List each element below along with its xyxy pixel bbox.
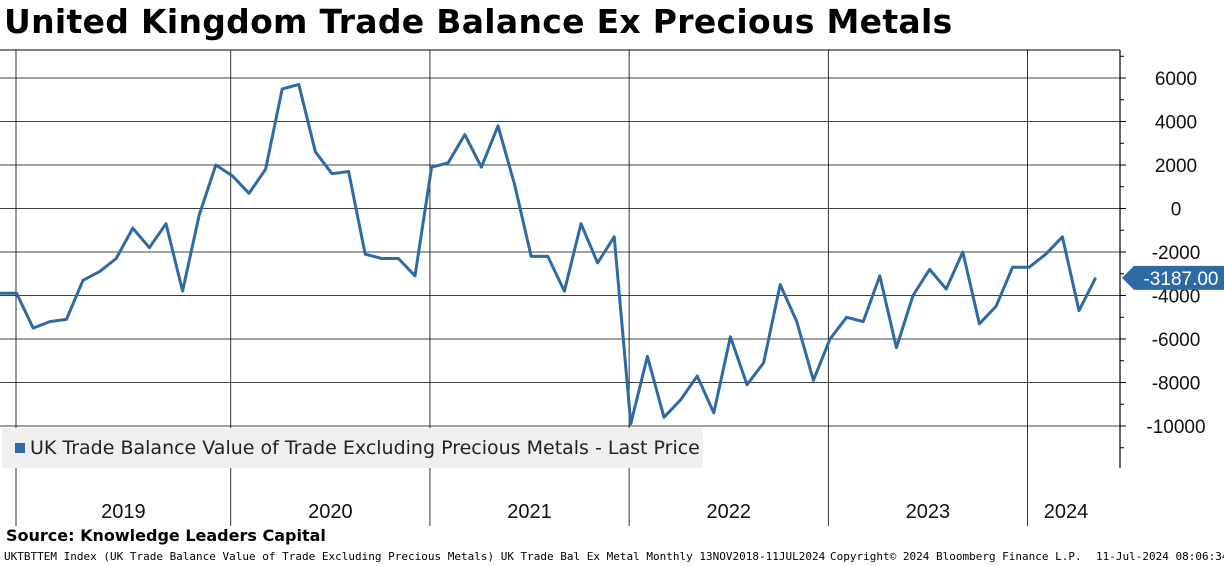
y-tick-label: 4000 (1155, 113, 1197, 134)
x-axis: 2019 2020 2021 2022 2023 2024 (101, 501, 1088, 523)
year-label: 2024 (1044, 501, 1089, 523)
legend: UK Trade Balance Value of Trade Excludin… (2, 428, 703, 468)
data-point (0, 292, 1, 294)
data-point (281, 88, 283, 90)
data-point (713, 412, 715, 414)
data-point (265, 168, 267, 170)
data-point (912, 294, 914, 297)
data-point (1078, 310, 1080, 312)
y-tick-label: 0 (1171, 200, 1182, 221)
footer-copyright: Copyright© 2024 Bloomberg Finance L.P. (830, 550, 1082, 563)
line-chart: 6000400020000-2000-4000-6000-8000-10000 … (0, 49, 1224, 526)
data-point (514, 184, 516, 186)
data-point (663, 416, 665, 418)
data-point (231, 175, 233, 177)
data-point (381, 257, 383, 260)
data-point (646, 355, 649, 357)
y-tick-label: 6000 (1155, 69, 1197, 90)
data-point (364, 253, 366, 255)
y-tick-label: 2000 (1155, 156, 1197, 177)
year-label: 2022 (706, 501, 751, 523)
data-point (945, 288, 947, 290)
data-point (248, 192, 250, 194)
year-label: 2020 (308, 501, 353, 523)
data-point (530, 255, 532, 257)
data-point (414, 275, 416, 277)
data-point (995, 305, 997, 307)
data-point (895, 347, 898, 349)
data-point (547, 255, 549, 257)
data-point (929, 268, 931, 270)
data-point (397, 257, 399, 260)
data-point (862, 321, 864, 323)
y-tick-label: -6000 (1152, 330, 1201, 351)
data-point (729, 336, 732, 338)
data-point (198, 214, 200, 216)
data-point (630, 423, 632, 425)
data-point (331, 173, 333, 175)
data-point (132, 227, 134, 229)
chart-title: United Kingdom Trade Balance Ex Precious… (4, 2, 953, 41)
y-tick-label: -4000 (1152, 287, 1201, 308)
data-point (846, 316, 848, 318)
data-point (1095, 277, 1097, 279)
data-point (1012, 266, 1014, 268)
last-value-badge (1122, 265, 1224, 290)
data-point (746, 384, 748, 386)
series-line (0, 83, 1097, 426)
y-tick-label: -8000 (1152, 374, 1201, 395)
data-point (680, 399, 682, 401)
data-point (613, 236, 615, 238)
data-point (1028, 266, 1030, 268)
year-label: 2019 (101, 501, 146, 523)
data-point (215, 164, 217, 166)
data-point (447, 162, 449, 164)
data-point (82, 279, 84, 281)
data-point (879, 275, 881, 277)
data-point (464, 134, 466, 136)
data-point (148, 247, 150, 249)
data-point (348, 170, 350, 173)
data-point (480, 166, 482, 168)
data-point (16, 292, 18, 294)
source-note: Source: Knowledge Leaders Capital (6, 526, 326, 545)
year-label: 2023 (906, 501, 951, 523)
data-point (32, 327, 34, 329)
data-point (115, 257, 117, 260)
data-point (1061, 236, 1063, 238)
y-tick-label: -2000 (1152, 243, 1201, 264)
data-point (829, 338, 831, 340)
data-point (812, 379, 815, 381)
data-point (49, 321, 51, 323)
data-point (563, 290, 566, 292)
data-point (314, 151, 316, 153)
footer-description: UKTBTTEM Index (UK Trade Balance Value o… (4, 550, 826, 563)
data-point (962, 251, 964, 253)
data-point (1045, 253, 1047, 255)
data-point (597, 262, 599, 264)
data-point (431, 166, 433, 168)
legend-swatch (15, 443, 25, 453)
last-value-label: -3187.00 (1143, 269, 1218, 290)
last-value-marker: -3187.00 (1122, 265, 1224, 290)
data-point (978, 323, 981, 325)
data-point (580, 223, 582, 225)
data-point (165, 223, 167, 225)
year-label: 2021 (507, 501, 552, 523)
data-point (763, 362, 765, 364)
series (0, 83, 1097, 426)
legend-label: UK Trade Balance Value of Trade Excludin… (30, 437, 700, 459)
footer-timestamp: 11-Jul-2024 08:06:34 (1096, 550, 1224, 563)
data-point (99, 271, 101, 273)
data-point (65, 318, 67, 320)
y-axis: 6000 4000 2000 0 -2000 -4000 -6000 -8000 -10000 (1119, 50, 1206, 468)
data-point (497, 125, 499, 127)
data-point (182, 290, 184, 292)
y-tick-label: -10000 (1146, 417, 1205, 438)
data-point (779, 284, 781, 286)
data-point (796, 321, 798, 323)
data-point (696, 375, 698, 377)
data-point (298, 83, 300, 86)
